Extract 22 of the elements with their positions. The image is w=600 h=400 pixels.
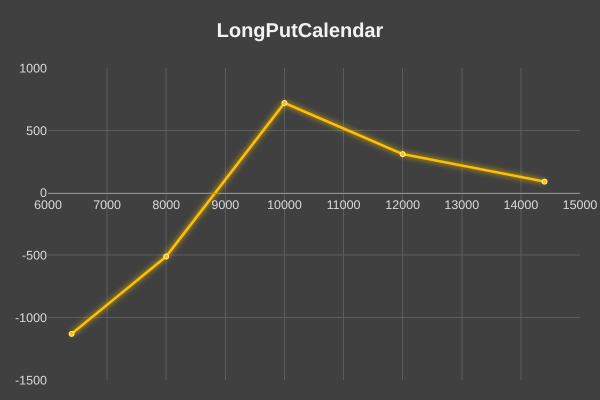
x-tick-label: 7000 <box>93 198 122 212</box>
y-tick-label: 1000 <box>19 61 48 76</box>
y-tick-label: -1000 <box>15 310 48 325</box>
point <box>163 253 170 260</box>
y-tick-label: -1500 <box>15 373 48 388</box>
point <box>281 100 288 106</box>
x-tick-label: 8000 <box>152 198 180 212</box>
x-tick-label: 6000 <box>34 198 62 212</box>
x-tick-label: 14000 <box>504 198 538 212</box>
point <box>400 151 406 158</box>
x-tick-label: 12000 <box>385 198 420 212</box>
x-tick-label: 10000 <box>267 198 302 212</box>
chart-title: LongPutCalendar <box>216 20 384 42</box>
point <box>542 178 548 185</box>
x-tick-label: 11000 <box>326 198 361 212</box>
x-tick-label: 9000 <box>211 198 240 212</box>
y-tick-label: 500 <box>26 124 48 138</box>
point <box>68 330 75 337</box>
x-tick-label: 13000 <box>444 198 480 212</box>
y-tick-label: 0 <box>40 186 48 200</box>
y-tick-label: -500 <box>22 248 48 263</box>
x-tick-label: 15000 <box>562 198 598 212</box>
